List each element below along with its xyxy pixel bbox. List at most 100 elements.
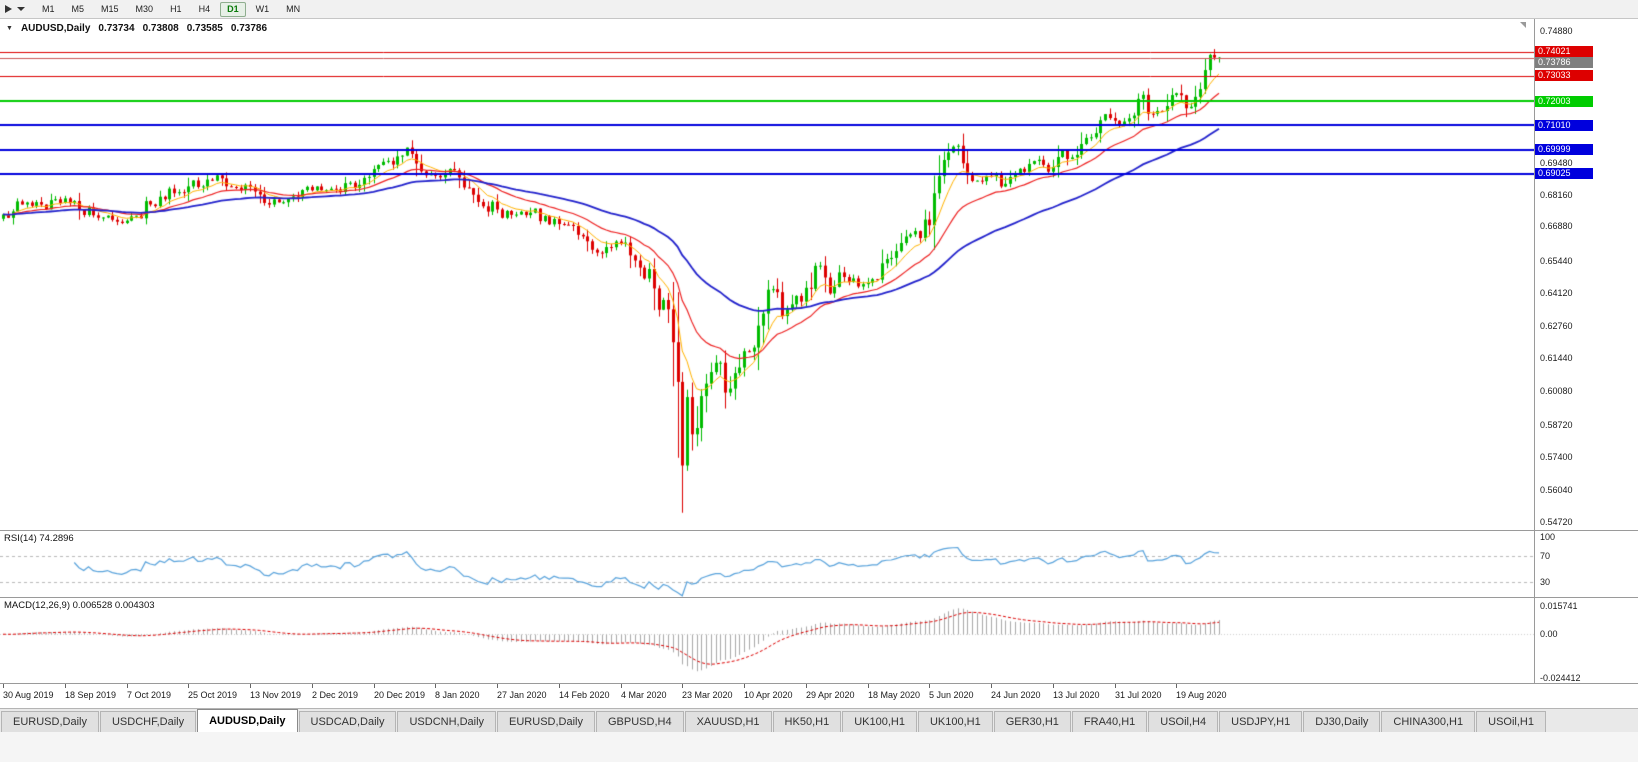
macd-panel-canvas[interactable] [0, 598, 1534, 682]
ohlc-close: 0.73786 [230, 23, 268, 34]
date-label: 24 Jun 2020 [991, 690, 1041, 700]
timeframe-button-w1[interactable]: W1 [255, 3, 270, 14]
date-tick [312, 684, 313, 688]
date-tick [497, 684, 498, 688]
status-area [0, 732, 1638, 762]
date-label: 18 May 2020 [868, 690, 921, 700]
chart-tab-xauusd-h1[interactable]: XAUUSD,H1 [684, 711, 772, 732]
price-axis-label: 0.62760 [1540, 321, 1573, 332]
date-label: 13 Nov 2019 [250, 690, 302, 700]
price-tag: 0.73786 [1535, 57, 1593, 69]
chart-shift-marker[interactable] [1520, 22, 1526, 28]
timeframe-button-m15[interactable]: M15 [101, 3, 119, 14]
timeframe-button-m1[interactable]: M1 [42, 3, 55, 14]
rsi-panel-canvas[interactable] [0, 531, 1534, 597]
cursor-icon[interactable] [5, 5, 12, 13]
price-axis-label: 0.54720 [1540, 517, 1573, 527]
rsi-axis-label: 70 [1540, 551, 1551, 562]
chart-tab-usoil-h4[interactable]: USOil,H4 [1148, 711, 1219, 732]
date-tick [188, 684, 189, 688]
date-tick [806, 684, 807, 688]
date-tick [929, 684, 930, 688]
price-axis-label: 0.56040 [1540, 484, 1573, 495]
price-chart-canvas[interactable] [0, 19, 1534, 531]
date-label: 10 Apr 2020 [744, 690, 793, 700]
chart-tab-hk50-h1[interactable]: HK50,H1 [772, 711, 842, 732]
chart-area: ▼ AUDUSD,Daily 0.73734 0.73808 0.73585 0… [0, 19, 1638, 683]
price-axis-line [1534, 19, 1535, 683]
macd-label: MACD(12,26,9) 0.006528 0.004303 [4, 600, 155, 611]
toolbar-icons [5, 5, 25, 13]
date-label: 18 Sep 2019 [65, 690, 117, 700]
gap [0, 705, 1638, 708]
chart-tab-eurusd-daily[interactable]: EURUSD,Daily [497, 711, 595, 732]
chart-tab-eurusd-daily[interactable]: EURUSD,Daily [1, 711, 99, 732]
date-label: 13 Jul 2020 [1053, 690, 1100, 700]
date-tick [1053, 684, 1054, 688]
chart-tab-usdcad-daily[interactable]: USDCAD,Daily [298, 711, 397, 732]
date-axis[interactable]: 30 Aug 2019 18 Sep 2019 7 Oct 2019 25 Oct 2… [0, 683, 1638, 705]
ohlc-high: 0.73808 [142, 23, 179, 34]
chart-tab-uk100-h1[interactable]: UK100,H1 [842, 711, 917, 732]
price-axis-label: 0.66880 [1540, 220, 1573, 231]
dropdown-caret-icon[interactable] [17, 7, 25, 11]
date-label: 8 Jan 2020 [435, 690, 480, 700]
rsi-axis-label: 30 [1540, 577, 1551, 588]
date-tick [374, 684, 375, 688]
date-tick [435, 684, 436, 688]
ohlc-low: 0.73585 [186, 23, 223, 34]
price-axis-label: 0.65440 [1540, 255, 1573, 266]
symbol-label: AUDUSD,Daily [20, 23, 91, 34]
price-axis-label: 0.60080 [1540, 386, 1573, 397]
timeframe-button-h4[interactable]: H4 [198, 3, 211, 14]
date-tick [682, 684, 683, 688]
timeframe-button-h1[interactable]: H1 [170, 3, 182, 14]
price-axis-label: 0.64120 [1540, 288, 1573, 299]
chart-tab-usdchf-daily[interactable]: USDCHF,Daily [99, 711, 197, 732]
chart-tab-usdcnh-daily[interactable]: USDCNH,Daily [397, 711, 497, 732]
chart-tab-audusd-daily[interactable]: AUDUSD,Daily [197, 709, 298, 732]
chart-tab-ger30-h1[interactable]: GER30,H1 [993, 711, 1071, 732]
price-tag: 0.72003 [1535, 95, 1593, 107]
date-tick [127, 684, 128, 688]
price-axis-label: 0.69480 [1540, 157, 1573, 168]
date-tick [65, 684, 66, 688]
date-tick [1176, 684, 1177, 688]
price-axis-label: 0.58720 [1540, 419, 1573, 430]
chart-readout: ▼ AUDUSD,Daily 0.73734 0.73808 0.73585 0… [6, 23, 267, 34]
panel-separator[interactable] [0, 597, 1638, 598]
date-label: 19 Aug 2020 [1176, 690, 1227, 700]
timeframe-button-m5[interactable]: M5 [71, 3, 85, 14]
panel-separator[interactable] [0, 530, 1638, 531]
chart-tab-gbpusd-h4[interactable]: GBPUSD,H4 [596, 711, 684, 732]
timeframe-buttons: M1 M5 M15 M30 H1 H4 D1 W1 MN [35, 1, 307, 17]
macd-axis-label: 0.015741 [1540, 601, 1578, 611]
price-axis-label: 0.61440 [1540, 353, 1573, 364]
chart-tab-fra40-h1[interactable]: FRA40,H1 [1071, 711, 1148, 732]
date-tick [1115, 684, 1116, 688]
date-label: 29 Apr 2020 [806, 690, 855, 700]
chart-tab-dj30-daily[interactable]: DJ30,Daily [1303, 711, 1381, 732]
chart-tab-usdjpy-h1[interactable]: USDJPY,H1 [1219, 711, 1303, 732]
timeframe-button-m30[interactable]: M30 [135, 3, 154, 14]
date-tick [991, 684, 992, 688]
chart-tab-usoil-h1[interactable]: USOil,H1 [1476, 711, 1546, 732]
macd-axis-label: -0.024412 [1540, 673, 1581, 683]
date-label: 5 Jun 2020 [929, 690, 974, 700]
date-label: 20 Dec 2019 [374, 690, 426, 700]
date-label: 27 Jan 2020 [497, 690, 547, 700]
price-tag: 0.73033 [1535, 70, 1593, 82]
price-tag: 0.74021 [1535, 46, 1593, 58]
timeframe-button-mn[interactable]: MN [286, 3, 301, 14]
date-tick [744, 684, 745, 688]
timeframe-button-d1[interactable]: D1 [220, 1, 246, 17]
date-label: 30 Aug 2019 [3, 690, 54, 700]
symbol-dropdown-icon[interactable]: ▼ [6, 25, 13, 32]
chart-tab-china300-h1[interactable]: CHINA300,H1 [1381, 711, 1476, 732]
date-label: 4 Mar 2020 [621, 690, 667, 700]
date-tick [868, 684, 869, 688]
ohlc-open: 0.73734 [98, 23, 135, 34]
chart-tab-uk100-h1[interactable]: UK100,H1 [917, 711, 993, 732]
date-tick [3, 684, 4, 688]
price-tag: 0.71010 [1535, 119, 1593, 131]
